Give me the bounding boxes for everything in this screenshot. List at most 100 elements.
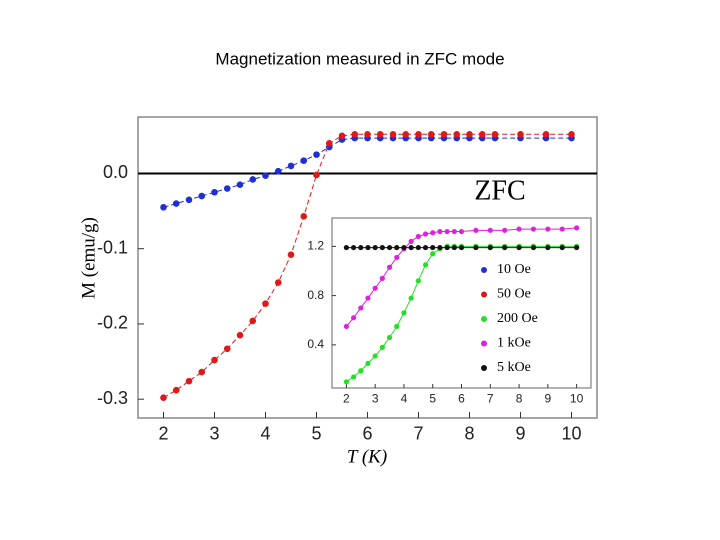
x-tick-label: 8 [516,391,523,405]
data-point [502,244,508,251]
data-point [351,131,359,138]
data-point [415,233,421,240]
y-tick-label: -0.3 [97,388,128,408]
data-point [402,131,410,138]
data-point [338,132,346,140]
data-point [379,275,385,281]
data-point [287,162,295,170]
data-point [466,131,473,138]
plot-frame [331,217,592,389]
data-point [358,368,364,374]
data-point [415,131,422,138]
legend-marker [481,340,487,347]
y-axis-label: M (emu/g) [78,217,99,299]
data-point [440,131,448,138]
legend-marker [481,291,487,298]
data-point [430,251,436,257]
data-point [444,228,450,235]
data-point [415,244,421,251]
data-point [343,244,349,251]
data-point [223,185,231,192]
legend-label: 5 kOe [497,360,531,375]
data-point [313,151,320,158]
data-point [516,244,522,251]
data-point [364,131,371,138]
x-tick-label: 7 [487,391,494,405]
data-point [358,244,364,251]
annotation: ZFC [474,175,525,206]
legend-label: 10 Oe [497,262,531,277]
data-point [444,244,450,251]
data-point [372,285,378,291]
legend-label: 1 kOe [497,336,531,351]
data-point [350,244,357,251]
x-tick-label: 8 [464,424,474,444]
data-point [300,213,308,220]
data-point [300,157,308,164]
data-point [422,244,429,251]
data-point [160,204,167,211]
y-tick-label: 0.8 [307,288,324,302]
data-point [287,251,295,259]
y-tick-label: 0.4 [307,337,324,351]
data-point [350,315,357,321]
data-point [325,140,333,147]
data-point [313,171,320,179]
x-tick-label: 3 [372,391,379,405]
x-axis-label: T (K) [347,446,387,467]
data-point [458,244,465,251]
data-point [274,167,282,175]
data-point [430,244,436,251]
data-point [401,310,407,316]
legend-marker [481,316,487,322]
data-point [365,295,371,301]
data-point [422,262,429,268]
x-tick-label: 6 [458,391,465,405]
x-tick-label: 3 [209,424,219,444]
data-point [427,131,435,138]
data-point [437,228,443,235]
data-point [568,131,575,138]
data-point [372,353,378,359]
data-point [358,305,364,311]
data-point [408,238,414,245]
data-point [350,374,357,380]
x-tick-label: 9 [515,424,525,444]
y-tick-label: 0.0 [103,162,128,182]
data-point [574,225,580,231]
x-tick-label: 2 [158,424,168,444]
slide-title: Magnetization measured in ZFC mode [215,49,504,68]
data-point [185,196,193,204]
data-point [453,131,461,138]
data-point [394,244,400,251]
data-point [401,244,407,251]
data-point [372,244,378,251]
x-tick-label: 5 [311,424,321,444]
data-point [559,244,565,251]
data-point [249,176,257,183]
data-point [516,226,522,232]
data-point [236,331,244,339]
x-tick-label: 4 [401,391,408,405]
data-point [172,386,180,394]
data-point [473,227,479,233]
data-point [379,244,385,251]
data-point [236,181,244,189]
data-point [530,244,537,251]
y-tick-label: -0.1 [97,237,128,257]
x-tick-label: 2 [343,391,350,405]
data-point [379,344,385,350]
data-point [394,254,400,261]
data-point [376,131,384,138]
data-point [502,227,508,233]
x-tick-label: 6 [362,424,372,444]
x-tick-label: 7 [413,424,423,444]
data-point [487,244,493,251]
data-point [389,131,397,138]
y-tick-label: -0.2 [97,313,128,333]
legend-label: 50 Oe [497,287,531,302]
data-point [386,264,393,270]
data-point [394,323,400,330]
data-point [211,188,218,196]
